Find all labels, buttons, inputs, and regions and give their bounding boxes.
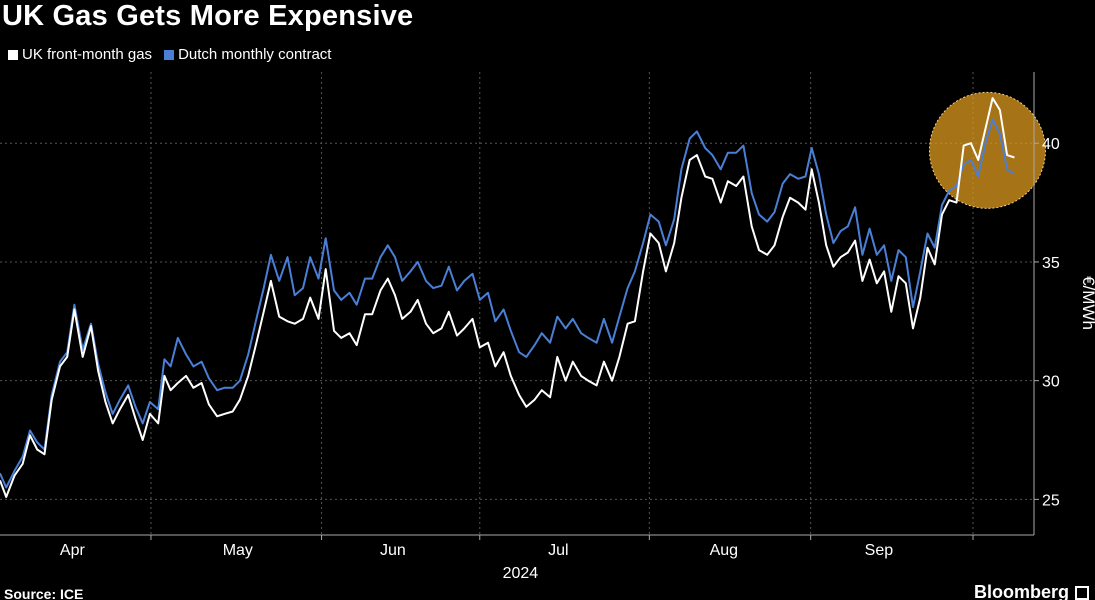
legend-swatch-dutch <box>164 49 175 60</box>
x-tick-label-jun: Jun <box>380 542 406 559</box>
series-layer <box>0 97 1015 498</box>
highlight-layer <box>928 91 1046 209</box>
legend-label-uk: UK front-month gas <box>22 46 153 63</box>
highlight-circle <box>928 91 1046 209</box>
legend: UK front-month gas Dutch monthly contrac… <box>8 46 343 63</box>
x-tick-label-sep: Sep <box>865 542 894 559</box>
chart-title: UK Gas Gets More Expensive <box>2 0 414 32</box>
x-tick-label-aug: Aug <box>710 542 738 559</box>
series-line-dutch <box>0 118 1015 489</box>
legend-label-dutch: Dutch monthly contract <box>178 46 332 63</box>
terminal-icon <box>1075 585 1089 600</box>
y-tick-label-25: 25 <box>1042 492 1060 509</box>
legend-swatch-uk <box>8 49 18 60</box>
grid-layer <box>0 72 1034 535</box>
axis-layer: 25 30 35 40 €/MWh Apr May Jun Jul Aug Sep 2024 <box>0 72 1095 582</box>
brand-name: Bloomberg <box>973 582 1069 600</box>
x-tick-label-jul: Jul <box>548 542 568 559</box>
legend-item-dutch: Dutch monthly contract <box>164 46 331 63</box>
x-year-label: 2024 <box>503 565 539 582</box>
source-note: Source: ICE <box>4 586 84 600</box>
y-tick-label-40: 40 <box>1042 136 1060 153</box>
y-axis-label: €/MWh <box>1079 276 1095 330</box>
y-tick-label-30: 30 <box>1042 374 1060 391</box>
x-tick-label-may: May <box>223 542 253 559</box>
series-line-uk <box>0 97 1015 498</box>
y-tick-label-35: 35 <box>1042 255 1060 272</box>
brand-logo: Bloomberg <box>974 582 1089 600</box>
x-tick-label-apr: Apr <box>60 542 86 559</box>
legend-item-uk: UK front-month gas <box>8 46 152 63</box>
